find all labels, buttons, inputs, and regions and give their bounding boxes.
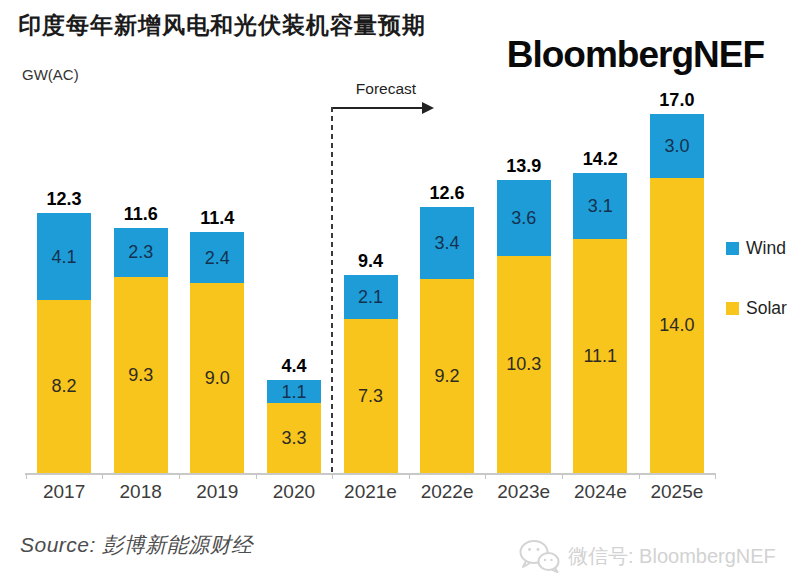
source-note: Source: 彭博新能源财经 [20, 531, 253, 559]
total-value-label-2023e: 13.9 [486, 156, 562, 177]
x-axis-tick [715, 474, 716, 479]
y-axis-unit-label: GW(AC) [22, 66, 79, 83]
total-value-label-2024e: 14.2 [562, 149, 638, 170]
x-axis-tick [409, 474, 410, 479]
solar-value-label: 14.0 [659, 316, 694, 334]
legend-item-solar: Solar [726, 298, 787, 319]
wind-value-label: 3.0 [664, 137, 689, 155]
x-axis-tick [102, 474, 103, 479]
wind-value-label: 3.1 [588, 197, 613, 215]
bar-segment-solar-2018: 9.3 [114, 277, 168, 473]
x-axis-label-2018: 2018 [102, 481, 179, 503]
wind-value-label: 2.4 [205, 249, 230, 267]
x-axis-tick [485, 474, 486, 479]
bar-segment-solar-2017: 8.2 [37, 300, 91, 473]
wechat-text: 微信号: BloombergNEF [568, 543, 776, 570]
solar-value-label: 7.3 [358, 387, 383, 405]
bar-segment-wind-2019: 2.4 [190, 232, 244, 283]
x-axis-label-2020: 2020 [256, 481, 333, 503]
solar-value-label: 8.2 [52, 377, 77, 395]
x-axis-tick [562, 474, 563, 479]
solar-value-label: 9.2 [435, 367, 460, 385]
bar-segment-wind-2018: 2.3 [114, 228, 168, 277]
bar-segment-solar-2022e: 9.2 [420, 279, 474, 473]
x-axis-label-2019: 2019 [179, 481, 256, 503]
forecast-label: Forecast [336, 80, 436, 98]
solar-value-label: 9.0 [205, 369, 230, 387]
bar-segment-wind-2022e: 3.4 [420, 207, 474, 279]
solar-value-label: 3.3 [281, 429, 306, 447]
bar-segment-wind-2017: 4.1 [37, 213, 91, 300]
chart-title: 印度每年新增风电和光伏装机容量预期 [18, 10, 426, 41]
x-axis-tick [179, 474, 180, 479]
total-value-label-2020: 4.4 [256, 356, 332, 377]
x-axis-tick [26, 474, 27, 479]
x-axis-tick [332, 474, 333, 479]
x-axis-tick [256, 474, 257, 479]
total-value-label-2018: 11.6 [103, 204, 179, 225]
wechat-footer: 微信号: BloombergNEF [518, 539, 776, 573]
bar-segment-solar-2020: 3.3 [267, 403, 321, 473]
chart-page: 印度每年新增风电和光伏装机容量预期 GW(AC) BloombergNEF Fo… [0, 0, 800, 585]
wechat-icon [518, 539, 560, 573]
wind-value-label: 2.1 [358, 288, 383, 306]
total-value-label-2017: 12.3 [26, 189, 102, 210]
bar-segment-wind-2020: 1.1 [267, 380, 321, 403]
total-value-label-2022e: 12.6 [409, 183, 485, 204]
total-value-label-2019: 11.4 [179, 208, 255, 229]
bar-segment-solar-2023e: 10.3 [497, 256, 551, 473]
solar-value-label: 9.3 [128, 366, 153, 384]
legend-label-wind: Wind [746, 238, 786, 259]
legend-item-wind: Wind [726, 238, 786, 259]
wind-value-label: 3.6 [511, 209, 536, 227]
bar-segment-wind-2023e: 3.6 [497, 180, 551, 256]
bloombergnef-logo: BloombergNEF [507, 34, 764, 76]
solar-value-label: 11.1 [583, 347, 617, 365]
wind-value-label: 3.4 [435, 234, 460, 252]
bar-segment-solar-2024e: 11.1 [573, 239, 627, 473]
bar-segment-wind-2025e: 3.0 [650, 114, 704, 177]
bar-segment-solar-2025e: 14.0 [650, 178, 704, 473]
forecast-divider-line [331, 107, 333, 474]
forecast-arrow-icon [328, 99, 440, 117]
wind-value-label: 1.1 [281, 383, 306, 401]
bar-segment-solar-2019: 9.0 [190, 283, 244, 473]
wind-value-label: 4.1 [52, 248, 77, 266]
bar-segment-wind-2021e: 2.1 [344, 275, 398, 319]
x-axis-line [25, 473, 716, 475]
x-axis-label-2017: 2017 [26, 481, 103, 503]
solar-value-label: 10.3 [506, 355, 541, 373]
x-axis-label-2024e: 2024e [562, 481, 639, 503]
legend-label-solar: Solar [746, 298, 787, 319]
bar-segment-wind-2024e: 3.1 [573, 173, 627, 238]
total-value-label-2021e: 9.4 [333, 251, 409, 272]
total-value-label-2025e: 17.0 [639, 90, 715, 111]
x-axis-tick [639, 474, 640, 479]
x-axis-label-2023e: 2023e [485, 481, 562, 503]
wind-value-label: 2.3 [128, 243, 153, 261]
x-axis-label-2021e: 2021e [332, 481, 409, 503]
bar-segment-solar-2021e: 7.3 [344, 319, 398, 473]
wind-swatch [726, 242, 739, 255]
x-axis-label-2022e: 2022e [409, 481, 486, 503]
x-axis-label-2025e: 2025e [639, 481, 716, 503]
solar-swatch [726, 302, 739, 315]
